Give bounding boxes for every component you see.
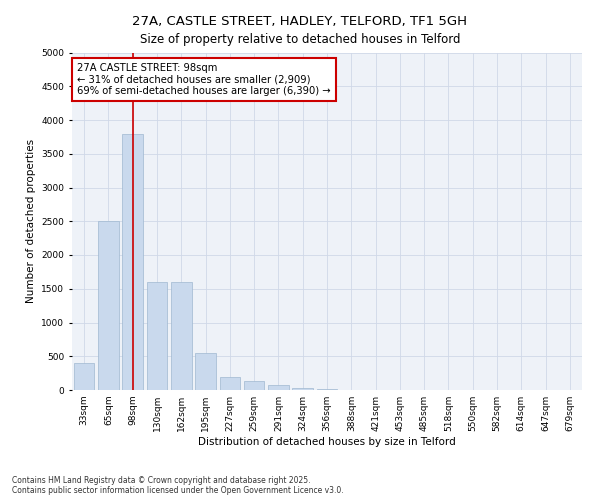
Bar [122,134,143,390]
Bar [244,381,265,390]
Bar [171,282,191,390]
X-axis label: Distribution of detached houses by size in Telford: Distribution of detached houses by size … [198,437,456,447]
Bar [195,353,216,390]
Bar [268,386,289,390]
Text: 27A, CASTLE STREET, HADLEY, TELFORD, TF1 5GH: 27A, CASTLE STREET, HADLEY, TELFORD, TF1… [133,15,467,28]
Bar [74,363,94,390]
Bar [146,282,167,390]
Text: Contains HM Land Registry data © Crown copyright and database right 2025.
Contai: Contains HM Land Registry data © Crown c… [12,476,344,495]
Bar [220,376,240,390]
Bar [98,221,119,390]
Y-axis label: Number of detached properties: Number of detached properties [26,139,36,304]
Text: Size of property relative to detached houses in Telford: Size of property relative to detached ho… [140,32,460,46]
Bar [292,388,313,390]
Text: 27A CASTLE STREET: 98sqm
← 31% of detached houses are smaller (2,909)
69% of sem: 27A CASTLE STREET: 98sqm ← 31% of detach… [77,62,331,96]
